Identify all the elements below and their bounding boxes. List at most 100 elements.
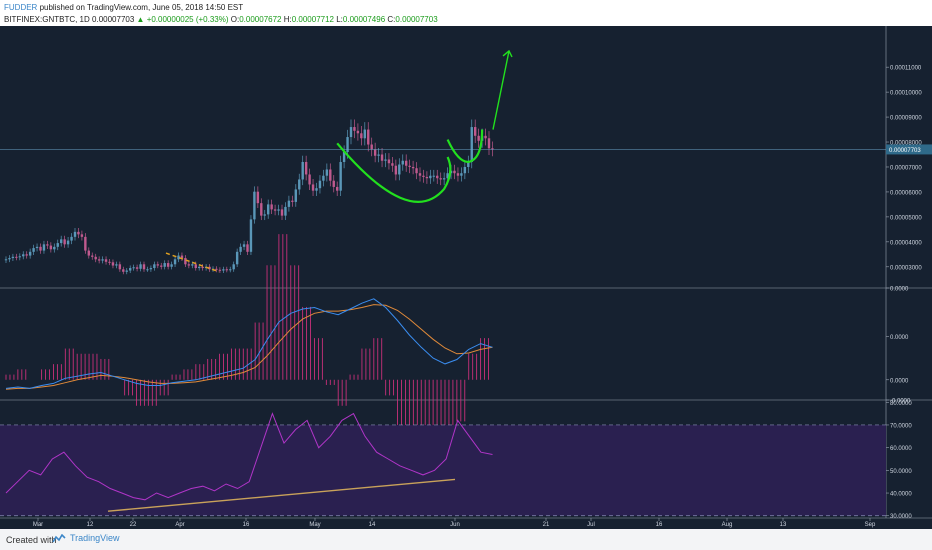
candle-body — [235, 251, 239, 265]
candle — [256, 186, 260, 209]
candle-body — [94, 256, 97, 260]
candle-body — [415, 168, 418, 174]
candle-body — [249, 219, 253, 252]
macd-line — [5, 298, 493, 389]
candle-body — [173, 259, 177, 265]
candle-body — [322, 175, 325, 181]
candle-body — [87, 250, 90, 256]
candle-body — [84, 236, 87, 251]
time-tick-label: Jul — [587, 522, 595, 528]
candle — [308, 168, 311, 190]
time-tick-label: Apr — [175, 522, 184, 528]
tradingview-logo-icon — [52, 533, 66, 542]
rsi-tick-label: 80.0000 — [890, 401, 912, 407]
candle — [487, 131, 491, 156]
candle — [70, 233, 73, 245]
candle — [146, 266, 149, 272]
candle — [149, 265, 153, 272]
chart-svg[interactable]: 0.00011000 0.00010000 0.00009000 0.00008000… — [0, 26, 932, 529]
candle — [380, 147, 384, 168]
candle — [35, 243, 39, 252]
time-tick-label: 14 — [369, 522, 376, 528]
candle — [484, 128, 487, 146]
candle — [160, 262, 163, 270]
candle-body — [15, 256, 18, 258]
price-tick-label: 0.00011000 — [890, 66, 922, 72]
candle — [322, 169, 325, 187]
macd-tick-label: 0.0000 — [890, 287, 909, 293]
low-label: L: — [336, 15, 343, 24]
candle — [156, 261, 159, 269]
candle-body — [429, 175, 432, 179]
candle-body — [432, 175, 435, 177]
candle-body — [129, 268, 132, 271]
author-name[interactable]: FUDDER — [4, 3, 38, 12]
candle-body — [425, 176, 429, 179]
candle — [125, 268, 128, 275]
candle — [108, 259, 111, 266]
candle — [370, 137, 373, 157]
candle-body — [401, 160, 404, 165]
candle-body — [70, 236, 73, 241]
candle — [263, 209, 266, 221]
candle — [115, 261, 118, 269]
candle — [356, 123, 360, 141]
candle — [56, 239, 59, 251]
candle-body — [135, 267, 139, 269]
time-tick-label: 12 — [87, 522, 94, 528]
candle — [270, 199, 273, 215]
candle — [415, 162, 418, 180]
candle-body — [91, 255, 94, 257]
candle — [280, 204, 284, 221]
candle-body — [39, 246, 42, 251]
candle — [122, 266, 125, 275]
candle-body — [49, 245, 53, 250]
time-tick-label: 16 — [656, 522, 663, 528]
candle-body — [11, 256, 15, 259]
candle-body — [191, 264, 194, 266]
price-tick-label: 0.00008000 — [890, 141, 922, 147]
candle-body — [277, 209, 280, 211]
candle — [277, 204, 280, 216]
candle — [394, 159, 398, 181]
candle-body — [187, 264, 191, 266]
candle — [111, 259, 115, 269]
candle — [18, 253, 21, 261]
candle — [25, 251, 28, 259]
candle — [425, 171, 429, 184]
tradingview-brand[interactable]: TradingView — [52, 533, 120, 543]
candle — [491, 141, 494, 157]
candle-body — [284, 206, 287, 216]
time-tick-label: Mar — [33, 522, 43, 528]
candle-body — [411, 166, 415, 169]
candle — [139, 261, 142, 272]
candle-body — [184, 258, 187, 265]
candle-body — [287, 200, 291, 207]
candle-body — [367, 129, 370, 145]
macd-tick-label: 0.0000 — [890, 335, 909, 341]
candle-body — [391, 163, 394, 166]
candle — [4, 256, 8, 263]
candle-body — [253, 191, 256, 220]
candle — [294, 184, 297, 207]
candle-body — [377, 154, 380, 156]
candle — [463, 160, 467, 180]
candle-body — [63, 239, 66, 245]
candle-body — [370, 144, 373, 150]
candle — [187, 261, 191, 269]
candle-body — [342, 152, 346, 162]
candle-body — [439, 178, 442, 180]
candle — [460, 167, 463, 182]
candle — [184, 255, 187, 268]
candle-body — [270, 204, 273, 210]
chart-area[interactable]: 0.00011000 0.00010000 0.00009000 0.00008000… — [0, 26, 932, 529]
candle — [91, 252, 94, 260]
candle — [173, 256, 177, 268]
rsi-tick-label: 50.0000 — [890, 469, 912, 475]
candle — [332, 175, 335, 193]
candle-body — [35, 246, 39, 249]
candle — [232, 261, 235, 272]
candle — [60, 235, 63, 247]
candle-body — [115, 264, 118, 266]
candle — [287, 195, 291, 212]
